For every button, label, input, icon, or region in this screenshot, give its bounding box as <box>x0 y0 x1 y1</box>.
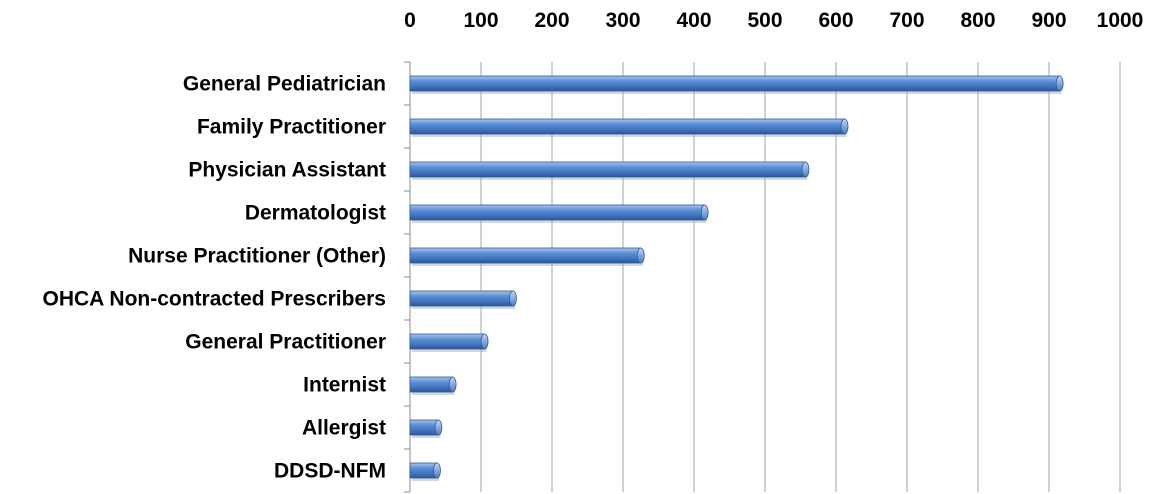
x-tick-label-100: 100 <box>463 9 498 32</box>
category-label: DDSD-NFM <box>274 460 386 483</box>
bar-physician-assistant <box>409 161 810 180</box>
bar-body <box>409 118 845 135</box>
bar-family-practitioner <box>409 118 849 137</box>
bar-cap <box>801 161 810 178</box>
bar-cap <box>509 290 517 307</box>
bar-body <box>409 290 514 307</box>
bar-cap <box>636 247 645 264</box>
category-label: Nurse Practitioner (Other) <box>128 245 386 268</box>
bar-body <box>409 75 1061 92</box>
category-label: Allergist <box>302 417 386 440</box>
bar-dermatologist <box>409 204 709 223</box>
x-axis-tick-labels: 0 100 200 300 400 500 600 700 800 900 1000 <box>404 9 1143 32</box>
category-label: Physician Assistant <box>188 159 386 182</box>
bar-body <box>409 419 439 436</box>
category-label: General Pediatrician <box>183 73 386 96</box>
bar-body <box>409 161 806 178</box>
bar-cap <box>434 419 443 436</box>
category-label: Family Practitioner <box>197 116 386 139</box>
bar-general-practitioner <box>409 333 489 352</box>
bar-body <box>409 462 438 479</box>
x-tick-label-400: 400 <box>676 9 711 32</box>
bar-ddsd-nfm <box>409 462 441 481</box>
bar-cap <box>700 204 709 221</box>
category-label: Dermatologist <box>245 202 386 225</box>
x-tick-label-700: 700 <box>889 9 924 32</box>
category-label: OHCA Non-contracted Prescribers <box>43 288 386 311</box>
bar-allergist <box>409 419 443 438</box>
bar-body <box>409 204 706 221</box>
bar-cap <box>1055 75 1064 92</box>
x-tick-label-600: 600 <box>818 9 853 32</box>
x-tick-label-300: 300 <box>605 9 640 32</box>
x-tick-label-800: 800 <box>960 9 995 32</box>
bar-cap <box>840 118 849 135</box>
bar-cap <box>480 333 489 350</box>
y-axis <box>404 61 411 493</box>
bar-body <box>409 333 485 350</box>
bar-nurse-practitioner-other- <box>409 247 645 266</box>
category-label: Internist <box>303 374 386 397</box>
category-labels: General Pediatrician Family Practitioner P… <box>43 73 386 483</box>
bar-internist <box>409 376 457 395</box>
category-label: General Practitioner <box>185 331 386 354</box>
bar-general-pediatrician <box>409 75 1064 94</box>
x-tick-label-0: 0 <box>404 9 416 32</box>
bar-ohca-non-contracted-prescribers <box>409 290 517 309</box>
bars <box>409 75 1064 481</box>
bar-cap <box>433 462 441 479</box>
bar-body <box>409 247 642 264</box>
x-tick-label-200: 200 <box>534 9 569 32</box>
x-tick-label-1000: 1000 <box>1097 9 1144 32</box>
bar-body <box>409 376 453 393</box>
bar-cap <box>448 376 457 393</box>
x-tick-label-900: 900 <box>1031 9 1066 32</box>
x-tick-label-500: 500 <box>747 9 782 32</box>
